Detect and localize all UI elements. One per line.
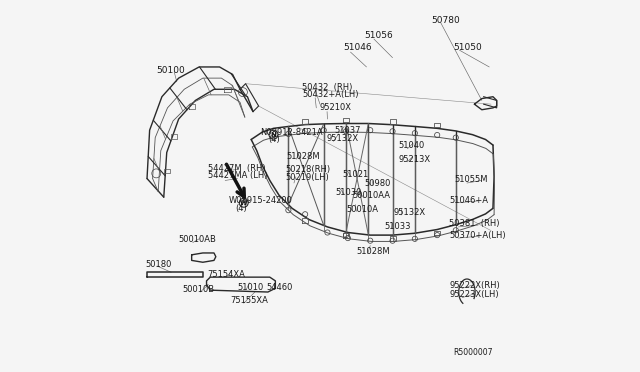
Text: 51021: 51021 bbox=[342, 170, 369, 179]
Text: 95222X(RH): 95222X(RH) bbox=[449, 281, 500, 290]
Text: (4): (4) bbox=[268, 135, 280, 144]
Text: 51028M: 51028M bbox=[287, 153, 320, 161]
Text: 50219(LH): 50219(LH) bbox=[286, 173, 330, 182]
Text: 51037: 51037 bbox=[334, 126, 360, 135]
Text: 50370+A(LH): 50370+A(LH) bbox=[449, 231, 506, 240]
Text: 95223X(LH): 95223X(LH) bbox=[449, 290, 499, 299]
Text: 51056: 51056 bbox=[365, 31, 394, 40]
Text: 50780: 50780 bbox=[431, 16, 460, 25]
Text: 51040: 51040 bbox=[399, 141, 425, 150]
Text: N: N bbox=[271, 132, 276, 138]
Text: 51028M: 51028M bbox=[356, 247, 390, 256]
Text: R5000007: R5000007 bbox=[453, 348, 493, 357]
Text: (4): (4) bbox=[235, 204, 247, 213]
Text: 95132X: 95132X bbox=[326, 134, 359, 143]
Text: 50100: 50100 bbox=[156, 66, 185, 75]
Text: 50218(RH): 50218(RH) bbox=[286, 165, 331, 174]
Text: 54427MA (LH): 54427MA (LH) bbox=[207, 171, 267, 180]
Text: 50381  (RH): 50381 (RH) bbox=[449, 219, 500, 228]
Text: 95210X: 95210X bbox=[319, 103, 351, 112]
Text: 54460: 54460 bbox=[266, 283, 292, 292]
Text: 50010AA: 50010AA bbox=[353, 191, 391, 200]
Text: 51055M: 51055M bbox=[454, 175, 488, 184]
Text: 50010AB: 50010AB bbox=[178, 235, 216, 244]
Text: 51030: 51030 bbox=[335, 188, 362, 197]
Text: 51046+A: 51046+A bbox=[449, 196, 488, 205]
Text: W: W bbox=[240, 200, 248, 206]
Text: 51046: 51046 bbox=[343, 43, 372, 52]
Text: 75154XA: 75154XA bbox=[207, 270, 246, 279]
Text: N08912-8421A: N08912-8421A bbox=[260, 128, 323, 137]
Text: 51010: 51010 bbox=[237, 283, 264, 292]
Text: 95132X: 95132X bbox=[394, 208, 426, 217]
Text: 50432+A(LH): 50432+A(LH) bbox=[302, 90, 358, 99]
Text: 51050: 51050 bbox=[453, 43, 482, 52]
Text: 51033: 51033 bbox=[384, 222, 410, 231]
Text: 95213X: 95213X bbox=[399, 155, 431, 164]
Text: 50980: 50980 bbox=[364, 179, 390, 187]
Text: 50010A: 50010A bbox=[347, 205, 379, 214]
Text: 54427M  (RH): 54427M (RH) bbox=[207, 164, 266, 173]
Text: W08915-24200: W08915-24200 bbox=[229, 196, 292, 205]
Text: 50010B: 50010B bbox=[182, 285, 214, 294]
Text: 50432  (RH): 50432 (RH) bbox=[302, 83, 353, 92]
Text: 75155XA: 75155XA bbox=[231, 296, 269, 305]
Text: 50180: 50180 bbox=[145, 260, 172, 269]
